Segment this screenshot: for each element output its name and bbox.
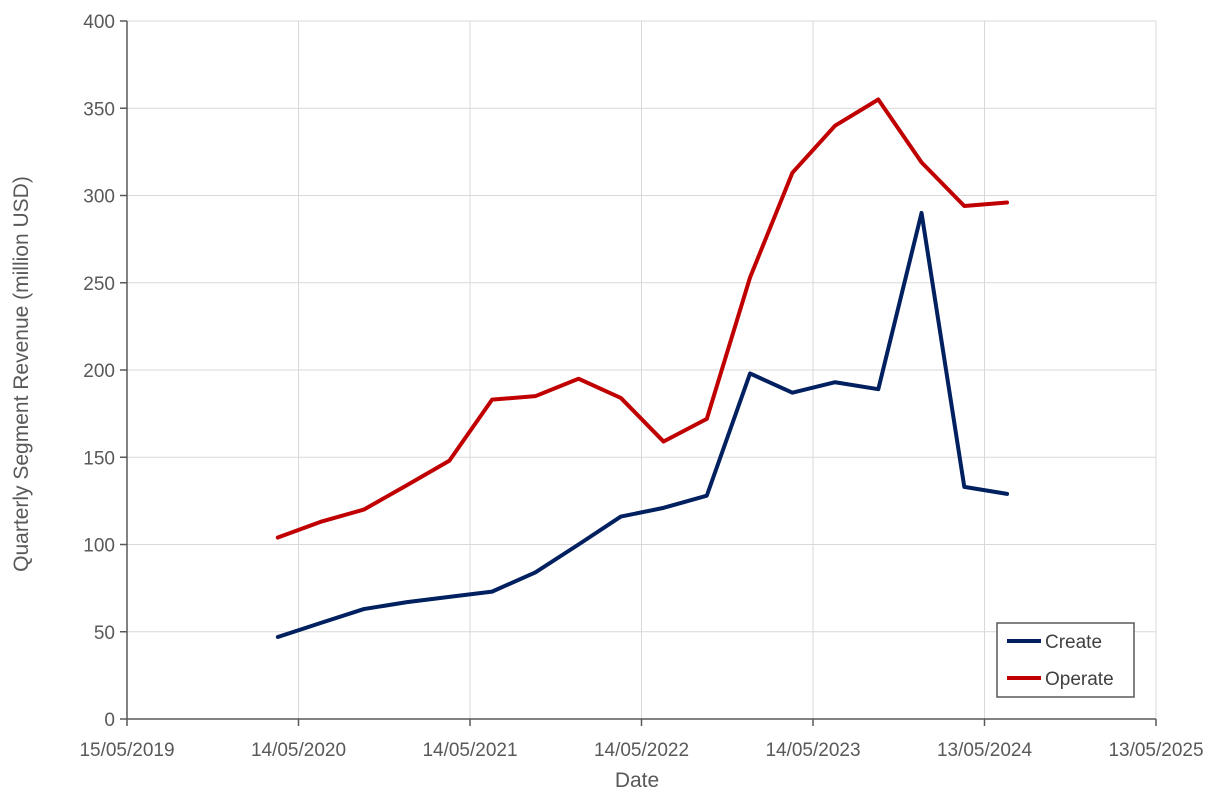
tick-labels: 0 50 100 150 200 250 300 350 400 15/05/2019 14/05/… bbox=[79, 12, 1203, 761]
y-tick-label: 150 bbox=[83, 448, 115, 469]
legend-box bbox=[996, 622, 1135, 698]
y-tick-label: 100 bbox=[83, 536, 115, 557]
axes bbox=[120, 20, 1157, 726]
y-tick-label: 300 bbox=[83, 187, 115, 208]
x-tick-label: 15/05/2019 bbox=[79, 740, 174, 761]
series-line-operate bbox=[275, 97, 1010, 540]
series-lines bbox=[275, 97, 1010, 639]
y-tick-label: 400 bbox=[83, 12, 115, 33]
grid bbox=[127, 20, 1157, 719]
y-tick-label: 250 bbox=[83, 274, 115, 295]
series-line-create bbox=[275, 210, 1010, 639]
legend-label-create: Create bbox=[1045, 632, 1102, 653]
x-tick-label: 14/05/2020 bbox=[251, 740, 346, 761]
x-tick-label: 13/05/2025 bbox=[1108, 740, 1203, 761]
y-tick-label: 50 bbox=[94, 623, 115, 644]
x-tick-label: 13/05/2024 bbox=[937, 740, 1033, 761]
legend-label-operate: Operate bbox=[1045, 669, 1114, 690]
x-tick-label: 14/05/2021 bbox=[422, 740, 517, 761]
y-tick-label: 0 bbox=[104, 710, 115, 731]
x-tick-label: 14/05/2023 bbox=[765, 740, 860, 761]
y-tick-label: 200 bbox=[83, 361, 115, 382]
x-tick-label: 14/05/2022 bbox=[594, 740, 689, 761]
x-axis-title: Date bbox=[615, 769, 659, 792]
y-axis-title: Quarterly Segment Revenue (million USD) bbox=[10, 176, 33, 572]
y-tick-label: 350 bbox=[83, 99, 115, 120]
legend: Create Operate bbox=[996, 622, 1135, 698]
